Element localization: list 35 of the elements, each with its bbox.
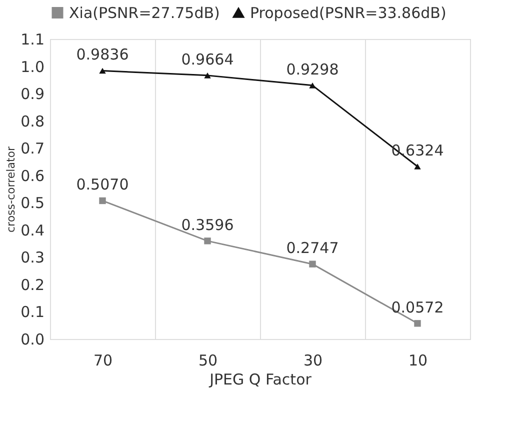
y-tick-label: 0.5	[20, 194, 44, 212]
data-label: 0.5070	[76, 176, 129, 194]
data-label: 0.9836	[76, 46, 129, 64]
y-tick-label: 1.0	[20, 58, 44, 76]
legend-label: Proposed(PSNR=33.86dB)	[250, 4, 446, 22]
point	[309, 260, 316, 268]
y-tick-label: 0.1	[20, 303, 44, 322]
y-tick-label: 0.8	[20, 112, 44, 130]
x-tick-label: 30	[303, 352, 323, 370]
y-axis-title: cross-correlator	[4, 146, 18, 233]
data-label: 0.9664	[181, 50, 234, 68]
y-tick-label: 0.0	[20, 330, 44, 348]
y-tick-label: 0.7	[20, 140, 44, 158]
data-label: 0.0572	[391, 298, 444, 316]
point	[99, 197, 106, 204]
y-tick-label: 0.2	[20, 276, 44, 294]
data-label: 0.9298	[286, 60, 339, 78]
point	[204, 238, 211, 244]
y-tick-label: 1.1	[20, 30, 44, 48]
x-tick-label: 70	[93, 352, 113, 370]
legend-label: Xia(PSNR=27.75dB)	[69, 4, 220, 22]
point	[204, 72, 211, 78]
point	[309, 82, 316, 88]
point	[414, 164, 421, 170]
data-label: 0.2747	[286, 239, 339, 258]
x-tick-label: 10	[408, 352, 428, 370]
y-tick-label: 0.4	[20, 221, 44, 240]
y-tick-label: 0.6	[20, 166, 44, 185]
x-axis-title: JPEG Q Factor	[208, 370, 312, 388]
x-tick-label: 50	[198, 352, 218, 370]
point	[99, 68, 106, 74]
point	[414, 320, 421, 327]
y-tick-label: 0.9	[20, 85, 44, 104]
data-label: 0.3596	[181, 216, 234, 234]
y-tick-label: 0.3	[20, 248, 44, 267]
